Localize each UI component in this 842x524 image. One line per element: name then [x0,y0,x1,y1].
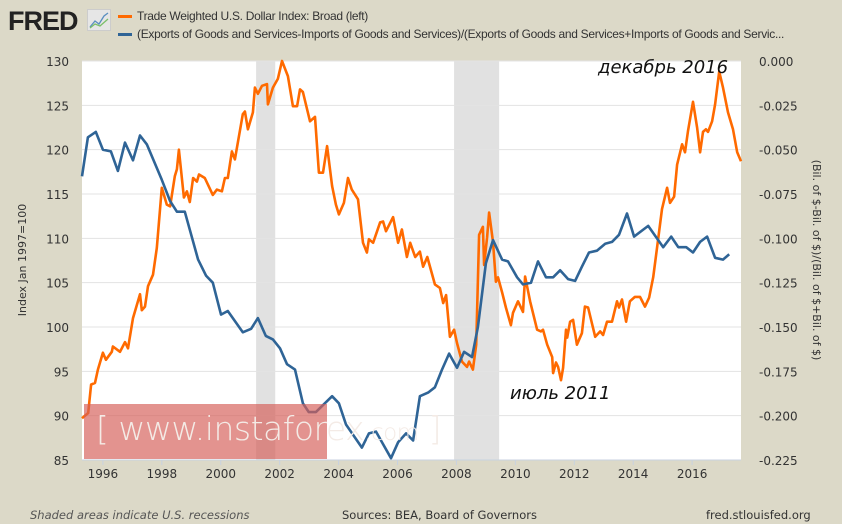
watermark-text: [ www.instaforex.com ] [96,409,441,448]
x-tick-label: 2016 [677,467,708,481]
recession-band [256,61,276,460]
x-tick-label: 1996 [88,467,119,481]
legend-swatch-orange [118,15,132,19]
recession-band [454,61,500,460]
annotation-december-2016: декабрь 2016 [597,57,728,78]
x-tick-label: 2000 [205,467,236,481]
y-left-tick-label: 90 [54,410,69,424]
y-right-tick-label: 0.000 [759,55,793,69]
legend-item-dollar-index: Trade Weighted U.S. Dollar Index: Broad … [118,9,368,23]
y-left-tick-label: 95 [54,365,69,379]
fred-logo[interactable]: FRED [8,6,78,36]
y-right-tick-label: -0.075 [759,188,798,202]
y-left-tick-label: 105 [46,277,69,291]
x-tick-label: 2004 [323,467,354,481]
y-right-tick-label: -0.175 [759,365,798,379]
y-right-tick-label: -0.050 [759,144,798,158]
annotation-july-2011: июль 2011 [510,383,611,404]
y-right-tick-label: -0.100 [759,232,798,246]
y-left-tick-label: 130 [46,55,69,69]
fred-graph-icon [87,9,111,31]
x-tick-label: 2012 [559,467,590,481]
y-left-tick-label: 85 [54,454,69,468]
x-tick-label: 2008 [441,467,472,481]
legend-item-trade-balance: (Exports of Goods and Services-Imports o… [118,27,784,41]
y-right-tick-label: -0.150 [759,321,798,335]
y-right-tick-label: -0.225 [759,454,798,468]
x-tick-label: 1998 [147,467,178,481]
y-left-tick-label: 110 [46,232,69,246]
x-tick-label: 2010 [500,467,531,481]
y-left-tick-label: 125 [46,99,69,113]
watermark-box [84,404,327,459]
y-left-axis-label: Index Jan 1997=100 [16,204,29,316]
x-tick-label: 2006 [382,467,413,481]
plot-area [82,61,741,460]
y-left-tick-label: 120 [46,144,69,158]
recession-note: Shaded areas indicate U.S. recessions [30,508,250,522]
y-left-tick-label: 100 [46,321,69,335]
series-line-dollar-index [81,59,743,420]
legend-label: Trade Weighted U.S. Dollar Index: Broad … [137,9,368,23]
y-right-axis-label: (Bil. of $-Bil. of $)/(Bil. of $+Bil. of… [810,160,823,361]
series-line-trade-balance [80,130,731,460]
x-tick-label: 2014 [618,467,649,481]
sources: Sources: BEA, Board of Governors [342,508,537,522]
y-left-tick-label: 115 [46,188,69,202]
legend-label: (Exports of Goods and Services-Imports o… [137,27,785,41]
y-right-tick-label: -0.200 [759,410,798,424]
legend-swatch-blue [118,33,132,37]
site-link[interactable]: fred.stlouisfed.org [706,508,811,522]
y-right-tick-label: -0.125 [759,277,798,291]
x-tick-label: 2002 [264,467,295,481]
y-right-tick-label: -0.025 [759,99,798,113]
